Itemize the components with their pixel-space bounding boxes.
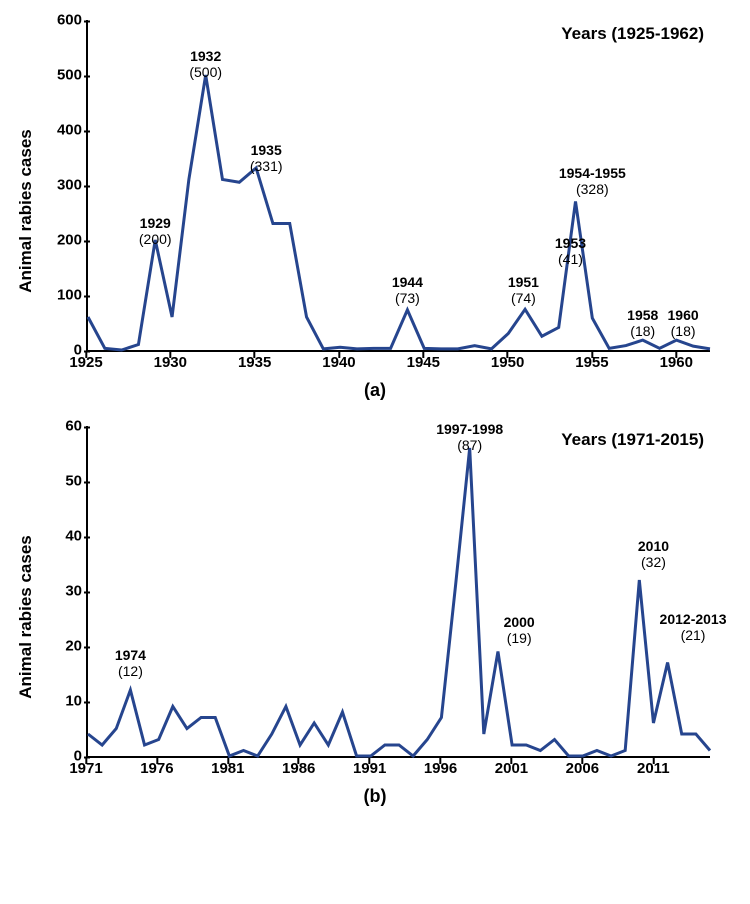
y-tick-label: 300 [48,177,82,194]
peak-annotation: 1944(73) [392,274,423,306]
x-tick-label: 1945 [407,354,440,371]
x-tick-label: 1925 [69,354,102,371]
peak-annotation: 2012-2013(21) [660,611,727,643]
y-axis-label-a: Animal rabies cases [16,129,36,292]
y-tick-label: 400 [48,122,82,139]
x-tick-label: 1996 [424,760,457,777]
x-tick-label: 1981 [211,760,244,777]
y-tick-label: 30 [48,583,82,600]
x-tick-label: 1935 [238,354,271,371]
chart-a: Animal rabies cases 0100200300400500600 … [20,20,730,401]
y-tick-label: 20 [48,638,82,655]
chart-b: Animal rabies cases 0102030405060 Years … [20,426,730,807]
x-tick-label: 1960 [660,354,693,371]
y-tick-label: 60 [48,418,82,435]
peak-annotation: 1935(331) [250,142,283,174]
x-tick-label: 2006 [566,760,599,777]
y-tick-label: 100 [48,287,82,304]
y-tick-label: 10 [48,693,82,710]
peak-annotation: 2010(32) [638,538,669,570]
x-ticks-a: 19251930193519401945195019551960 [86,352,710,376]
y-tick-label: 600 [48,12,82,29]
x-tick-label: 2001 [495,760,528,777]
y-ticks-a: 0100200300400500600 [50,20,84,350]
peak-annotation: 1954-1955(328) [559,165,626,197]
x-tick-label: 1971 [69,760,102,777]
peak-annotation: 1953(41) [555,235,586,267]
plot-area-b: Years (1971-2015) 1974(12)1997-1998(87)2… [86,426,710,758]
x-tick-label: 1940 [322,354,355,371]
y-tick-label: 50 [48,473,82,490]
x-tick-label: 1991 [353,760,386,777]
x-tick-label: 1955 [575,354,608,371]
x-tick-label: 1976 [140,760,173,777]
line-series-b [88,426,710,756]
peak-annotation: 1958(18) [627,307,658,339]
plot-area-a: Years (1925-1962) 1929(200)1932(500)1935… [86,20,710,352]
peak-annotation: 1997-1998(87) [436,421,503,453]
x-ticks-b: 197119761981198619911996200120062011 [86,758,710,782]
x-tick-label: 1930 [154,354,187,371]
x-tick-label: 2011 [637,760,670,777]
y-ticks-b: 0102030405060 [50,426,84,756]
y-tick-label: 40 [48,528,82,545]
subplot-label-a: (a) [20,380,730,401]
x-tick-label: 1950 [491,354,524,371]
peak-annotation: 1929(200) [139,215,172,247]
peak-annotation: 1974(12) [115,647,146,679]
x-tick-label: 1986 [282,760,315,777]
y-axis-label-b: Animal rabies cases [16,535,36,698]
peak-annotation: 1960(18) [668,307,699,339]
y-tick-label: 200 [48,232,82,249]
y-tick-label: 500 [48,67,82,84]
peak-annotation: 1932(500) [189,48,222,80]
peak-annotation: 2000(19) [504,614,535,646]
peak-annotation: 1951(74) [508,274,539,306]
subplot-label-b: (b) [20,786,730,807]
